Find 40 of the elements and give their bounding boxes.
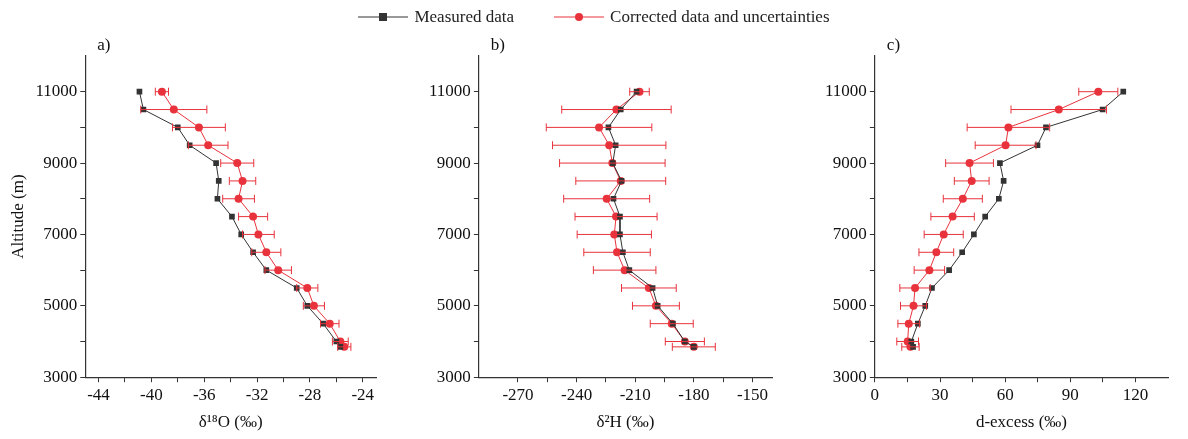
y-axis-title: Altitude (m) <box>7 174 27 259</box>
x-axis-title: δ¹⁸O (‰) <box>198 412 263 432</box>
y-tick-label: 3000 <box>436 366 471 386</box>
y-tick-label: 9000 <box>832 152 867 172</box>
y-tick-label: 5000 <box>832 295 867 315</box>
y-tick-label: 7000 <box>436 223 471 243</box>
x-tick-label: 120 <box>1122 384 1149 404</box>
x-tick-label: 30 <box>931 384 949 404</box>
y-tick-label: 7000 <box>832 223 867 243</box>
chart-title: b) <box>490 34 506 54</box>
y-tick-label: 9000 <box>436 152 471 172</box>
y-tick-label: 11000 <box>824 81 867 101</box>
x-axis-title: d-excess (‰) <box>975 412 1067 432</box>
x-tick-label: -270 <box>502 384 534 404</box>
chart-title: a) <box>97 34 111 54</box>
x-tick-label: -28 <box>298 384 322 404</box>
x-axis-title: δ²H (‰) <box>596 412 655 432</box>
legend-label: Corrected data and uncertainties <box>610 7 830 27</box>
x-tick-label: -150 <box>736 384 769 404</box>
y-tick-label: 5000 <box>436 295 471 315</box>
x-tick-label: 0 <box>870 384 880 404</box>
y-tick-label: 9000 <box>43 152 78 172</box>
x-tick-label: 60 <box>996 384 1014 404</box>
x-tick-label: -36 <box>192 384 216 404</box>
x-tick-label: -180 <box>678 384 710 404</box>
x-tick-label: 90 <box>1061 384 1079 404</box>
chart-title: c) <box>886 34 901 54</box>
y-tick-label: 11000 <box>428 81 471 101</box>
y-tick-label: 3000 <box>832 366 867 386</box>
x-tick-label: -210 <box>619 384 651 404</box>
x-tick-label: -240 <box>560 384 593 404</box>
x-tick-label: -32 <box>245 384 269 404</box>
y-tick-label: 5000 <box>43 295 78 315</box>
x-tick-label: -40 <box>140 384 163 404</box>
legend-label: Measured data <box>414 7 515 27</box>
y-tick-label: 7000 <box>43 223 78 243</box>
x-tick-label: -44 <box>87 384 111 404</box>
y-tick-label: 11000 <box>35 81 78 101</box>
y-tick-label: 3000 <box>43 366 78 386</box>
x-tick-label: -24 <box>351 384 375 404</box>
